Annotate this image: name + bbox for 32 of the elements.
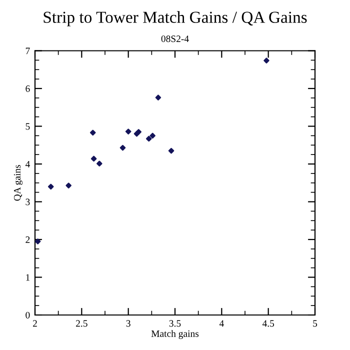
point <box>146 136 152 142</box>
y-tick-label: 6 <box>26 85 30 92</box>
point <box>96 160 102 167</box>
y-tick-label: 2 <box>26 236 30 243</box>
y-tick-label: 1 <box>26 274 30 281</box>
point <box>125 128 132 134</box>
point <box>264 58 270 64</box>
y-tick-label: 4 <box>25 160 30 168</box>
point <box>90 130 96 136</box>
point <box>168 148 174 154</box>
point <box>120 144 126 151</box>
point <box>90 156 97 162</box>
y-tick-label: 7 <box>26 48 30 54</box>
x-axis-title: Match gains <box>151 330 199 339</box>
x-tick-label: 4 <box>219 320 224 327</box>
point <box>35 238 41 244</box>
x-tick-label: 2.5 <box>76 320 88 327</box>
point <box>150 132 156 139</box>
chart-subtitle: 08S2-4 <box>161 36 189 42</box>
point <box>66 182 72 188</box>
x-tick-label: 3.5 <box>169 320 181 327</box>
y-tick-label: 5 <box>26 123 30 130</box>
point <box>155 94 162 100</box>
x-tick-label: 3 <box>126 320 130 327</box>
x-tick-label: 5 <box>313 320 318 327</box>
point <box>48 184 54 190</box>
y-tick-label: 3 <box>26 198 30 206</box>
x-tick-label: 2 <box>32 320 37 327</box>
x-tick-label: 4.5 <box>262 320 274 327</box>
y-axis-title: QA gains <box>14 164 22 201</box>
chart-title: Strip to Tower Match Gains / QA Gains <box>44 11 307 26</box>
y-tick-label: 0 <box>26 312 30 318</box>
